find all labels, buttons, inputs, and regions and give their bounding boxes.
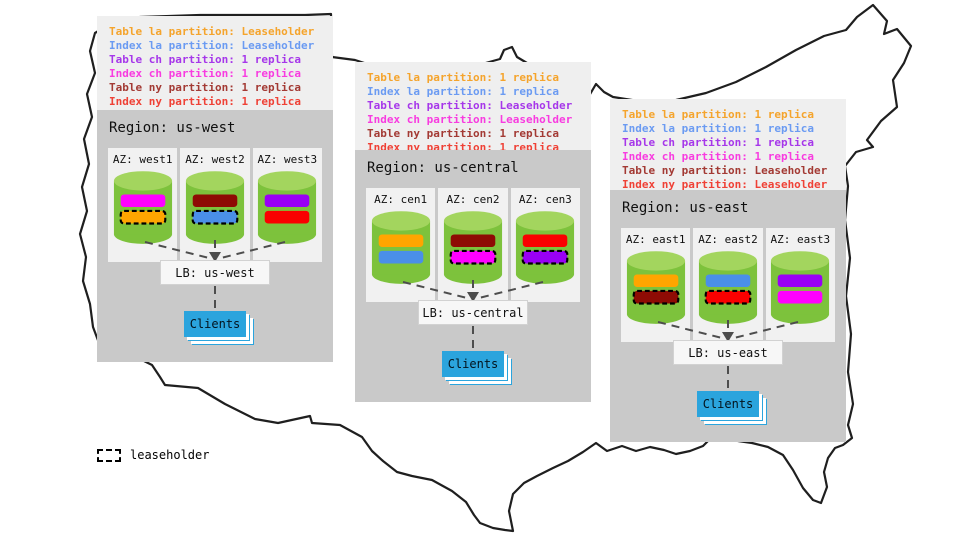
partition-bar [378,250,423,264]
database-cylinder [443,211,503,284]
partition-note: Index la partition: Leaseholder [109,39,315,52]
az-box-west3: AZ: west3 [252,148,322,262]
partition-note: Table ny partition: Leaseholder [622,164,828,177]
region-title: Region: us-east [622,200,749,216]
partition-note: Index ch partition: 1 replica [622,150,815,163]
partition-note: Table ny partition: 1 replica [367,127,560,140]
clients-label: Clients [447,357,499,371]
az-box-east3: AZ: east3 [765,228,835,342]
partition-note: Index ch partition: Leaseholder [367,113,573,126]
region-title: Region: us-central [367,160,519,176]
region-title: Region: us-west [109,120,236,136]
partition-bar [778,274,823,288]
database-cylinder [626,251,685,324]
az-label: AZ: cen1 [374,193,428,206]
clients-label: Clients [702,397,754,411]
partition-legend-us-west: Table la partition: Leaseholder Index la… [97,16,333,110]
partition-bar-leaseholder [191,209,239,225]
database-cylinder [516,211,575,284]
database-cylinder [258,171,317,244]
clients-box: Clients [184,311,246,337]
az-box-west2: AZ: west2 [180,148,250,262]
az-label: AZ: west1 [112,153,173,166]
database-cylinder [113,171,172,244]
partition-note: Index la partition: 1 replica [367,85,560,98]
az-row: AZ: cen1 AZ: cen2 [366,188,580,302]
az-box-cen2: AZ: cen2 [438,188,508,302]
partition-bar [523,234,568,248]
partition-bar [633,274,678,288]
partition-bar-leaseholder [449,249,497,265]
az-box-cen3: AZ: cen3 [510,188,580,302]
region-box-us-central: Region: us-central AZ: cen1 AZ: cen2 [355,150,591,402]
database-cylinder [185,171,245,244]
az-label: AZ: cen2 [446,193,500,206]
load-balancer-us-west: LB: us-west [160,260,270,285]
az-label: AZ: east2 [698,233,758,246]
leaseholder-legend: leaseholder [97,448,209,462]
partition-bar [265,194,310,208]
partition-note: Index ny partition: Leaseholder [622,178,828,191]
clients-box: Clients [697,391,759,417]
partition-bar [265,210,310,224]
partition-bar [120,194,165,208]
az-box-east1: AZ: east1 [621,228,691,342]
partition-note: Table la partition: Leaseholder [109,25,315,38]
database-cylinder [771,251,830,324]
az-label: AZ: east3 [770,233,831,246]
az-box-cen1: AZ: cen1 [366,188,436,302]
partition-bar-leaseholder [632,289,680,305]
us-border-path [78,3,913,533]
partition-bar [192,194,238,208]
partition-legend-us-central: Table la partition: 1 replica Index la p… [355,62,591,156]
partition-bar [378,234,423,248]
partition-note: Table ch partition: 1 replica [109,53,302,66]
partition-note: Index la partition: 1 replica [622,122,815,135]
az-label: AZ: cen3 [518,193,572,206]
partition-note: Table ch partition: 1 replica [622,136,815,149]
partition-bar-leaseholder [521,249,569,265]
region-box-us-west: Region: us-west AZ: west1 AZ: west2 [97,110,333,362]
partition-legend-us-east: Table la partition: 1 replica Index la p… [610,99,846,193]
partition-note: Table ny partition: 1 replica [109,81,302,94]
az-box-west1: AZ: west1 [108,148,178,262]
az-label: AZ: west3 [257,153,318,166]
partition-note: Index ny partition: 1 replica [109,95,302,108]
clients-box: Clients [442,351,504,377]
load-balancer-us-east: LB: us-east [673,340,783,365]
partition-note: Table ch partition: Leaseholder [367,99,573,112]
az-row: AZ: west1 AZ: west2 [108,148,322,262]
leaseholder-swatch-icon [97,448,121,462]
leaseholder-legend-label: leaseholder [130,448,210,462]
partition-bar [450,234,496,248]
database-cylinder [698,251,758,324]
az-label: AZ: east1 [625,233,686,246]
partition-note: Index ch partition: 1 replica [109,67,302,80]
partition-note: Table la partition: 1 replica [622,108,815,121]
load-balancer-us-central: LB: us-central [418,300,528,325]
region-box-us-east: Region: us-east AZ: east1 AZ: east2 [610,190,846,442]
partition-note: Table la partition: 1 replica [367,71,560,84]
az-box-east2: AZ: east2 [693,228,763,342]
az-label: AZ: west2 [185,153,245,166]
partition-bar-leaseholder [704,289,752,305]
clients-label: Clients [189,317,241,331]
partition-bar [778,290,823,304]
az-row: AZ: east1 AZ: east2 [621,228,835,342]
partition-bar [705,274,751,288]
partition-bar-leaseholder [119,209,167,225]
database-cylinder [371,211,430,284]
